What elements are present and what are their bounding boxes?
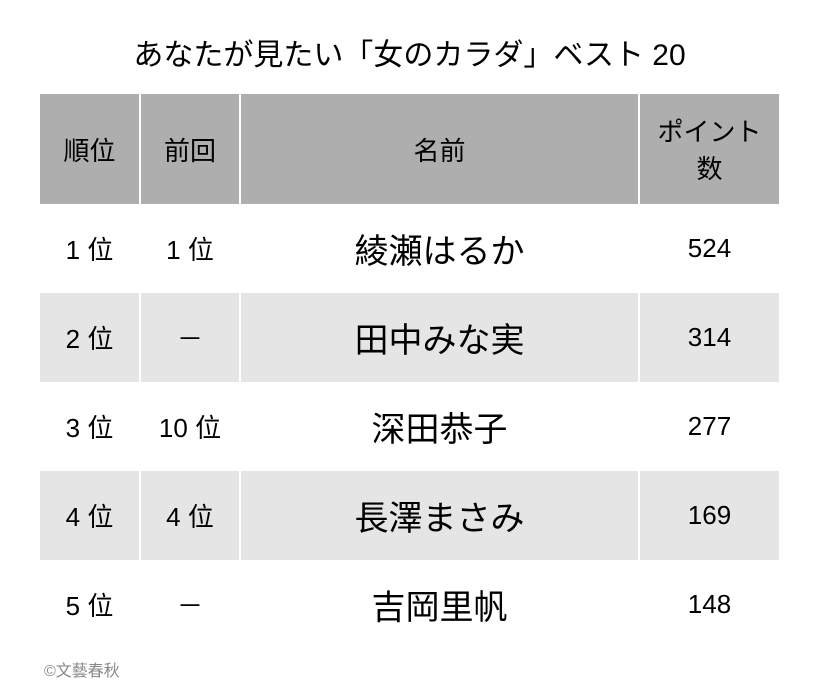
table-row: 2 位 － 田中みな実 314	[40, 293, 779, 382]
page-title: あなたが見たい「女のカラダ」ベスト 20	[40, 30, 779, 74]
cell-points: 148	[639, 560, 779, 649]
col-header-points: ポイント数	[639, 94, 779, 204]
col-header-prev: 前回	[140, 94, 240, 204]
table-row: 5 位 － 吉岡里帆 148	[40, 560, 779, 649]
cell-points: 277	[639, 382, 779, 471]
cell-points: 524	[639, 204, 779, 293]
cell-prev: －	[140, 293, 240, 382]
table-header-row: 順位 前回 名前 ポイント数	[40, 94, 779, 204]
cell-prev: 1 位	[140, 204, 240, 293]
cell-prev: 10 位	[140, 382, 240, 471]
cell-name: 深田恭子	[240, 382, 639, 471]
table-row: 3 位 10 位 深田恭子 277	[40, 382, 779, 471]
cell-name: 綾瀬はるか	[240, 204, 639, 293]
table-row: 4 位 4 位 長澤まさみ 169	[40, 471, 779, 560]
cell-prev: －	[140, 560, 240, 649]
cell-rank: 2 位	[40, 293, 140, 382]
cell-name: 吉岡里帆	[240, 560, 639, 649]
cell-rank: 3 位	[40, 382, 140, 471]
ranking-table: 順位 前回 名前 ポイント数 1 位 1 位 綾瀬はるか 524 2 位 － 田…	[40, 94, 779, 649]
cell-rank: 1 位	[40, 204, 140, 293]
cell-name: 長澤まさみ	[240, 471, 639, 560]
col-header-rank: 順位	[40, 94, 140, 204]
cell-prev: 4 位	[140, 471, 240, 560]
col-header-name: 名前	[240, 94, 639, 204]
cell-rank: 5 位	[40, 560, 140, 649]
table-row: 1 位 1 位 綾瀬はるか 524	[40, 204, 779, 293]
cell-points: 169	[639, 471, 779, 560]
credit-text: ©文藝春秋	[40, 657, 779, 681]
cell-rank: 4 位	[40, 471, 140, 560]
cell-points: 314	[639, 293, 779, 382]
cell-name: 田中みな実	[240, 293, 639, 382]
